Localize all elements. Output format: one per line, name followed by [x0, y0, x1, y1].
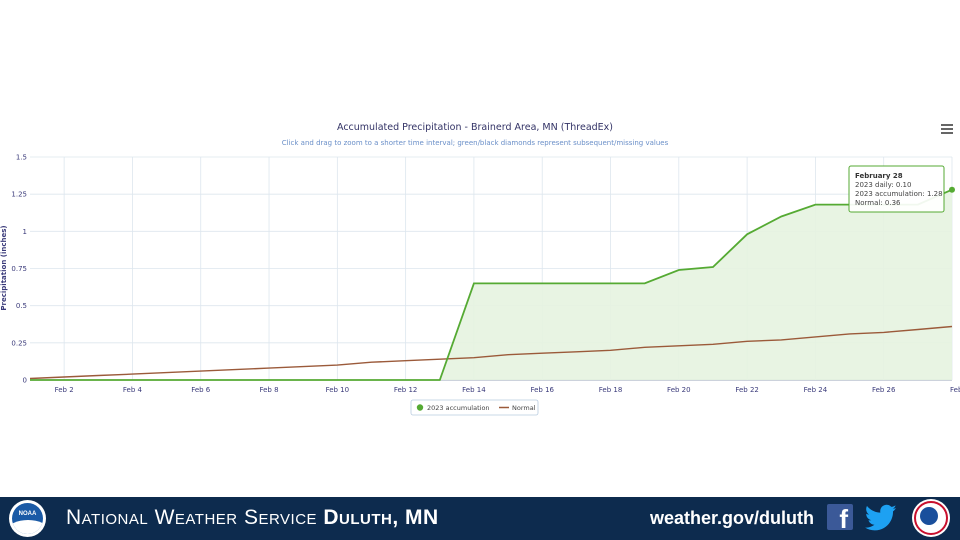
menu-bar-icon	[941, 132, 953, 134]
tooltip-daily: 2023 daily: 0.10	[855, 181, 911, 189]
website-link[interactable]: weather.gov/duluth	[650, 508, 815, 528]
x-tick-label: Feb 2	[950, 386, 960, 394]
chart-subtitle: Click and drag to zoom to a shorter time…	[282, 139, 669, 147]
accumulation-hover-point[interactable]	[949, 186, 955, 193]
x-tick-label: Feb 24	[804, 386, 828, 394]
x-tick-label: Feb 10	[326, 386, 350, 394]
nws-logo-icon	[912, 499, 950, 537]
normal-series-line[interactable]	[29, 325, 953, 380]
y-tick-label: 1.25	[11, 191, 27, 199]
y-axis-label: Precipitation (inches)	[0, 225, 8, 310]
x-tick-label: Feb 22	[735, 386, 759, 394]
x-tick-label: Feb 18	[599, 386, 623, 394]
y-tick-label: 0.5	[16, 302, 27, 310]
noaa-logo-icon: NOAA	[9, 500, 46, 537]
y-tick-label: 1.5	[16, 154, 27, 162]
twitter-icon[interactable]	[865, 504, 897, 532]
tooltip-title: February 28	[855, 172, 903, 180]
chart-menu-button[interactable]	[941, 124, 953, 136]
y-axis-ticks: 0 0.25 0.5 0.75 1 1.25 1.5	[11, 154, 27, 385]
chart-title: Accumulated Precipitation - Brainerd Are…	[337, 122, 613, 133]
accumulation-area-fill	[30, 189, 952, 380]
y-tick-label: 1	[23, 228, 27, 236]
organization-prefix: National Weather Service	[66, 506, 318, 529]
y-tick-label: 0.75	[11, 265, 27, 273]
series-layer	[29, 186, 955, 381]
legend-accumulation-marker[interactable]	[416, 404, 424, 411]
x-tick-label: Feb 16	[530, 386, 554, 394]
accumulation-series-line[interactable]	[30, 188, 953, 381]
x-tick-label: Feb 2	[55, 386, 74, 394]
x-tick-label: Feb 12	[394, 386, 418, 394]
noaa-logo-text: NOAA	[18, 511, 37, 517]
legend-box	[410, 399, 539, 416]
y-tick-label: 0	[23, 377, 27, 385]
x-tick-label: Feb 4	[123, 386, 143, 394]
x-tick-label: Feb 14	[462, 386, 486, 394]
chart-tooltip: February 28 2023 daily: 0.10 2023 accumu…	[848, 165, 945, 213]
y-tick-label: 0.25	[11, 339, 27, 347]
x-tick-label: Feb 26	[872, 386, 896, 394]
tooltip-accumulation: 2023 accumulation: 1.28	[855, 190, 943, 198]
footer-banner: NOAA National Weather Service Duluth, MN…	[0, 497, 960, 540]
precipitation-chart[interactable]: Accumulated Precipitation - Brainerd Are…	[0, 0, 960, 497]
organization-office: Duluth, MN	[323, 506, 439, 529]
x-tick-label: Feb 8	[259, 386, 278, 394]
x-axis-ticks: Feb 2 Feb 4 Feb 6 Feb 8 Feb 10 Feb 12 Feb 14 Fe…	[55, 386, 960, 394]
chart-legend[interactable]: 2023 accumulation Normal	[410, 399, 539, 416]
menu-bar-icon	[941, 124, 953, 126]
legend-normal-label[interactable]: Normal	[512, 404, 536, 412]
menu-bar-icon	[941, 128, 953, 130]
tooltip-normal: Normal: 0.36	[855, 199, 901, 207]
tooltip-box	[848, 165, 945, 213]
legend-accumulation-label[interactable]: 2023 accumulation	[427, 404, 490, 412]
x-tick-label: Feb 6	[191, 386, 211, 394]
facebook-icon[interactable]: f	[827, 504, 853, 532]
organization-name: National Weather Service Duluth, MN	[66, 506, 439, 530]
x-tick-label: Feb 20	[667, 386, 691, 394]
